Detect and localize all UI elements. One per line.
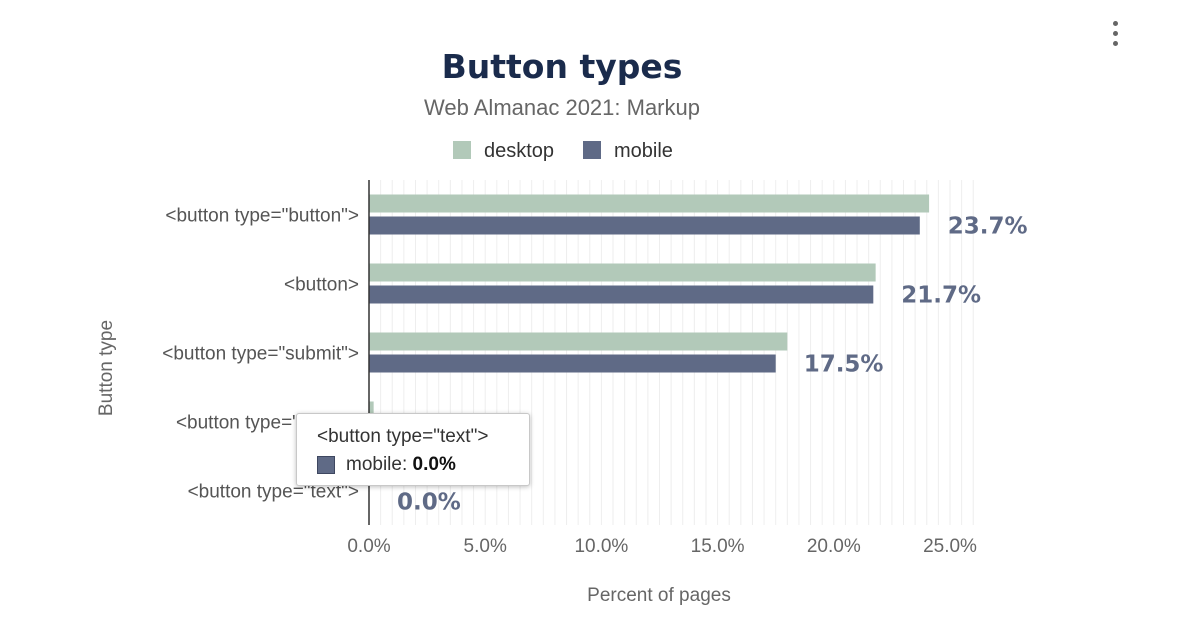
- y-tick-label: <button type="button">: [165, 206, 359, 227]
- y-axis-title: Button type: [96, 320, 117, 416]
- legend-swatch-mobile: [583, 141, 601, 159]
- vertical-ellipsis-icon-dot: [1112, 30, 1118, 36]
- x-tick-label: 25.0%: [923, 536, 977, 557]
- vertical-ellipsis-icon-dot: [1112, 40, 1118, 46]
- x-tick-label: 20.0%: [807, 536, 861, 557]
- grid: [380, 180, 974, 525]
- tooltip-value: 0.0%: [412, 454, 456, 475]
- bar-desktop[interactable]: [369, 263, 876, 282]
- tooltip-series: mobile: [346, 454, 402, 475]
- bar-mobile[interactable]: [369, 285, 874, 304]
- bar-desktop[interactable]: [369, 401, 374, 420]
- tooltip-swatch: [317, 456, 335, 474]
- data-labels: 23.7% 21.7% 17.5% 0.0%: [397, 214, 1028, 516]
- data-label: 21.7%: [901, 283, 981, 309]
- bar-mobile[interactable]: [369, 216, 920, 235]
- data-label: 23.7%: [948, 214, 1028, 240]
- bar-desktop[interactable]: [369, 332, 788, 351]
- legend-swatch-desktop: [453, 141, 471, 159]
- chart-subtitle: Web Almanac 2021: Markup: [424, 95, 700, 120]
- chart-title: Button types: [442, 47, 683, 86]
- legend-label-mobile: mobile: [614, 140, 673, 162]
- y-tick-label: <button type="text">: [188, 482, 359, 503]
- bar-mobile[interactable]: [369, 354, 776, 373]
- chart-menu-button[interactable]: [1101, 16, 1129, 50]
- x-tick-label: 5.0%: [464, 536, 507, 557]
- y-tick-label: <button>: [284, 275, 359, 296]
- legend-item-desktop[interactable]: desktop: [453, 140, 554, 162]
- x-tick-label: 15.0%: [691, 536, 745, 557]
- tooltip: <button type="text"> mobile: 0.0%: [296, 413, 530, 486]
- legend-label-desktop: desktop: [484, 140, 554, 162]
- bars: [369, 194, 930, 442]
- x-axis-ticks: 0.0% 5.0% 10.0% 15.0% 20.0% 25.0%: [347, 536, 977, 557]
- bar-desktop[interactable]: [369, 194, 930, 213]
- data-label: 0.0%: [397, 490, 461, 516]
- tooltip-title: <button type="text">: [317, 426, 489, 447]
- tooltip-separator: :: [401, 454, 413, 475]
- vertical-ellipsis-icon: [1112, 20, 1118, 26]
- data-label: 17.5%: [804, 352, 884, 378]
- x-tick-label: 10.0%: [574, 536, 628, 557]
- legend-item-mobile[interactable]: mobile: [583, 140, 673, 162]
- x-axis-title: Percent of pages: [587, 585, 731, 606]
- legend: desktop mobile: [453, 140, 673, 162]
- tooltip-row: mobile: 0.0%: [317, 454, 529, 476]
- x-tick-label: 0.0%: [347, 536, 390, 557]
- y-tick-label: <button type="submit">: [162, 344, 359, 365]
